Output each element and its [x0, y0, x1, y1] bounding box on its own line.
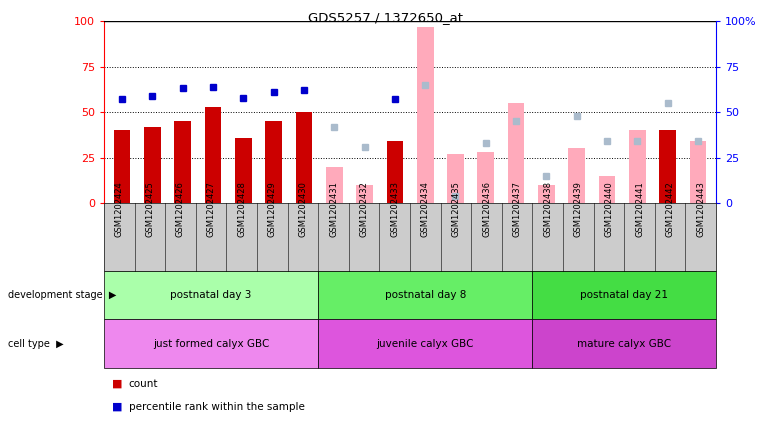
Text: GSM1202439: GSM1202439 — [574, 181, 583, 237]
Bar — [659, 130, 676, 203]
Bar — [387, 141, 403, 203]
Text: GSM1202431: GSM1202431 — [329, 181, 338, 237]
Text: GSM1202426: GSM1202426 — [176, 181, 185, 237]
Bar — [326, 167, 343, 203]
Text: GSM1202427: GSM1202427 — [206, 181, 216, 237]
Text: cell type  ▶: cell type ▶ — [8, 339, 63, 349]
Bar — [690, 141, 706, 203]
Text: ■: ■ — [112, 402, 122, 412]
Text: GSM1202433: GSM1202433 — [390, 181, 399, 237]
Text: juvenile calyx GBC: juvenile calyx GBC — [377, 339, 474, 349]
Bar — [296, 112, 313, 203]
Text: ■: ■ — [112, 379, 122, 389]
Bar — [598, 176, 615, 203]
Text: GSM1202438: GSM1202438 — [544, 181, 552, 237]
Text: GSM1202434: GSM1202434 — [421, 181, 430, 237]
Text: GSM1202441: GSM1202441 — [635, 181, 644, 237]
Text: postnatal day 8: postnatal day 8 — [385, 290, 466, 300]
Bar — [357, 185, 373, 203]
Text: GSM1202428: GSM1202428 — [237, 181, 246, 237]
Bar — [538, 185, 554, 203]
Text: GSM1202425: GSM1202425 — [146, 181, 154, 237]
Bar — [205, 107, 222, 203]
Text: GSM1202437: GSM1202437 — [513, 181, 521, 237]
Text: GDS5257 / 1372650_at: GDS5257 / 1372650_at — [307, 11, 463, 24]
Text: GSM1202443: GSM1202443 — [696, 181, 705, 237]
Bar — [235, 137, 252, 203]
Text: percentile rank within the sample: percentile rank within the sample — [129, 402, 304, 412]
Bar — [266, 121, 282, 203]
Text: GSM1202436: GSM1202436 — [482, 181, 491, 237]
Bar — [417, 27, 434, 203]
Text: postnatal day 3: postnatal day 3 — [170, 290, 252, 300]
Bar — [114, 130, 130, 203]
Text: just formed calyx GBC: just formed calyx GBC — [153, 339, 270, 349]
Bar — [629, 130, 645, 203]
Text: GSM1202424: GSM1202424 — [115, 181, 124, 237]
Text: mature calyx GBC: mature calyx GBC — [578, 339, 671, 349]
Text: postnatal day 21: postnatal day 21 — [581, 290, 668, 300]
Text: GSM1202435: GSM1202435 — [451, 181, 460, 237]
Text: development stage  ▶: development stage ▶ — [8, 290, 116, 300]
Bar — [568, 148, 585, 203]
Text: GSM1202430: GSM1202430 — [299, 181, 307, 237]
Text: count: count — [129, 379, 158, 389]
Bar — [477, 152, 494, 203]
Text: GSM1202432: GSM1202432 — [360, 181, 369, 237]
Bar — [144, 126, 161, 203]
Text: GSM1202442: GSM1202442 — [666, 181, 675, 237]
Bar — [175, 121, 191, 203]
Text: GSM1202440: GSM1202440 — [604, 181, 614, 237]
Text: GSM1202429: GSM1202429 — [268, 181, 276, 237]
Bar — [447, 154, 464, 203]
Bar — [507, 103, 524, 203]
